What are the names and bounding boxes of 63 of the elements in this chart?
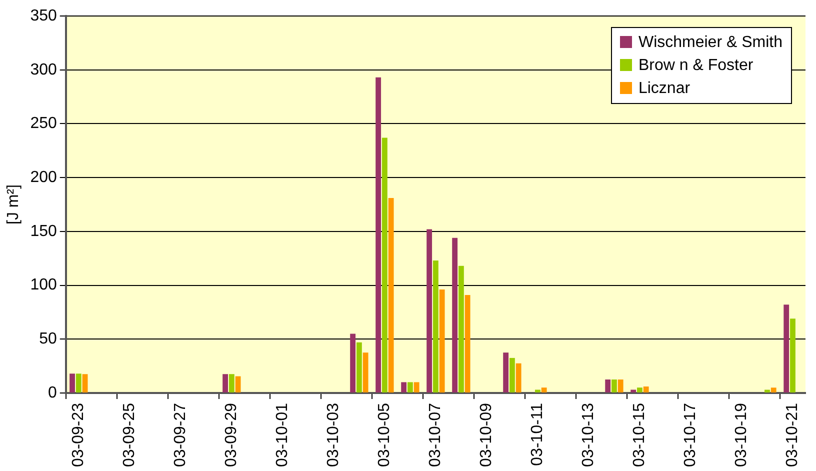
bar xyxy=(382,138,388,392)
bar xyxy=(790,318,796,392)
bar xyxy=(356,342,362,392)
x-tick-label: 03-09-29 xyxy=(223,402,240,467)
bar xyxy=(534,390,540,392)
bar xyxy=(509,358,515,392)
x-tick-label: 03-10-05 xyxy=(376,402,394,467)
x-tick-label: 03-10-09 xyxy=(478,402,496,467)
bar xyxy=(362,352,368,392)
bar xyxy=(376,77,382,392)
bar xyxy=(432,260,438,392)
x-tick-label: 03-10-01 xyxy=(274,402,292,467)
bar xyxy=(388,198,394,392)
y-axis-title: [J m²] xyxy=(5,184,22,224)
bar xyxy=(770,388,776,392)
bar xyxy=(414,382,420,392)
y-tick-label: 0 xyxy=(48,384,57,402)
bar xyxy=(426,229,432,392)
x-tick-label: 03-10-07 xyxy=(427,402,444,467)
bar xyxy=(350,334,356,392)
bar xyxy=(541,388,547,392)
x-tick-label: 03-10-15 xyxy=(631,402,648,467)
y-tick-label: 200 xyxy=(30,168,57,186)
x-tick-label: 03-09-23 xyxy=(70,402,88,467)
x-tick-label: 03-10-17 xyxy=(682,402,700,467)
bar xyxy=(76,374,82,392)
bar xyxy=(222,374,228,392)
bar xyxy=(464,294,470,392)
bar xyxy=(407,382,413,392)
bar xyxy=(637,388,642,392)
bar xyxy=(70,374,75,392)
x-tick-label: 03-10-11 xyxy=(529,402,546,466)
bar xyxy=(784,304,790,392)
x-tick-label: 03-10-21 xyxy=(784,402,802,467)
bar xyxy=(516,363,522,392)
bar xyxy=(618,379,624,392)
legend-label: Licznar xyxy=(638,80,690,97)
x-tick-label: 03-09-25 xyxy=(121,402,138,467)
bar xyxy=(452,238,458,392)
legend-label: Wischmeier & Smith xyxy=(638,34,782,51)
bar xyxy=(439,290,445,392)
x-tick-label: 03-10-19 xyxy=(733,402,750,467)
bar xyxy=(605,379,611,392)
bar xyxy=(401,382,407,392)
y-tick-label: 350 xyxy=(30,7,57,24)
x-tick-label: 03-10-03 xyxy=(325,402,342,467)
bar xyxy=(228,374,234,392)
bar xyxy=(630,390,636,392)
bar xyxy=(235,376,241,392)
bar xyxy=(643,386,649,392)
bar xyxy=(764,390,770,392)
bar xyxy=(82,374,88,392)
y-tick-label: 250 xyxy=(30,115,57,132)
x-tick-label: 03-10-13 xyxy=(580,402,598,467)
y-tick-label: 300 xyxy=(30,61,57,78)
legend-label: Brow n & Foster xyxy=(638,57,754,74)
bar xyxy=(612,379,617,392)
x-tick-label: 03-09-27 xyxy=(172,402,190,467)
bar xyxy=(503,352,509,392)
y-tick-label: 150 xyxy=(30,222,57,240)
y-tick-label: 50 xyxy=(39,330,57,348)
y-tick-label: 100 xyxy=(30,276,57,294)
bar xyxy=(458,266,464,392)
